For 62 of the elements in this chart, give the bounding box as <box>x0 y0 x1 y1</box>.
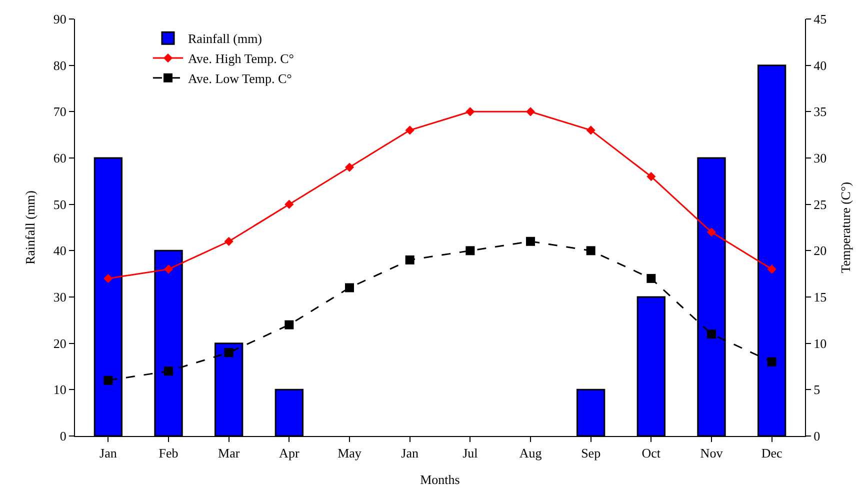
y2-tick-label: 5 <box>814 382 820 398</box>
point <box>466 246 475 256</box>
y2-tick-label: 15 <box>814 290 827 305</box>
y2-tick-label: 40 <box>814 58 827 73</box>
point <box>224 348 234 358</box>
x-axis-title: Months <box>420 472 460 488</box>
y-tick-label: 0 <box>60 428 66 444</box>
x-tick-label: Sep <box>581 446 601 461</box>
y-tick-label: 70 <box>53 104 66 120</box>
point <box>767 357 776 366</box>
point <box>344 162 354 172</box>
x-tick-label: Jan <box>401 446 419 461</box>
y2-tick-label: 45 <box>814 12 827 27</box>
y-tick-label: 30 <box>53 290 66 305</box>
y2-axis-title: Temperature (C°) <box>838 182 854 274</box>
y-tick-label: 20 <box>53 336 66 351</box>
point <box>466 107 475 116</box>
point <box>104 376 113 385</box>
point <box>646 172 656 182</box>
point <box>586 246 596 256</box>
x-tick-label: Dec <box>761 446 783 461</box>
point <box>526 236 535 246</box>
y-tick-label: 10 <box>53 382 66 398</box>
y-tick-label: 40 <box>53 243 66 258</box>
legend-label: Ave. Low Temp. C° <box>188 70 292 86</box>
point <box>405 255 414 264</box>
x-tick-label: Mar <box>218 446 240 461</box>
legend-label: Rainfall (mm) <box>188 31 262 46</box>
y2-tick-label: 0 <box>814 428 820 444</box>
y2-tick-label: 30 <box>814 150 827 166</box>
point <box>345 283 354 292</box>
y-tick-label: 60 <box>53 150 66 166</box>
x-tick-label: Jul <box>462 446 478 461</box>
x-tick-label: Oct <box>642 446 661 461</box>
y-tick-label: 50 <box>53 196 66 212</box>
x-tick-label: May <box>338 446 362 461</box>
y2-tick-label: 25 <box>814 196 827 212</box>
point <box>586 126 596 135</box>
y2-tick-label: 20 <box>814 243 827 258</box>
y-tick-label: 90 <box>53 12 66 27</box>
point <box>646 274 656 283</box>
y2-tick-label: 10 <box>814 336 827 351</box>
x-tick-label: Aug <box>519 446 542 461</box>
point <box>164 264 174 274</box>
point <box>164 366 174 376</box>
point <box>224 236 234 246</box>
y-axis-title: Rainfall (mm) <box>22 190 38 265</box>
point <box>405 126 414 135</box>
legend-label: Ave. High Temp. C° <box>188 51 294 66</box>
point <box>104 274 113 284</box>
point <box>706 228 716 237</box>
x-tick-label: Jan <box>100 446 118 461</box>
point <box>284 320 294 330</box>
y2-tick-label: 35 <box>814 104 827 120</box>
point <box>706 330 716 339</box>
x-tick-label: Feb <box>158 446 178 461</box>
x-tick-label: Nov <box>700 446 724 461</box>
point <box>284 200 294 209</box>
point <box>767 264 776 274</box>
y-tick-label: 80 <box>53 58 66 73</box>
point <box>526 107 536 116</box>
x-tick-label: Apr <box>279 446 300 461</box>
